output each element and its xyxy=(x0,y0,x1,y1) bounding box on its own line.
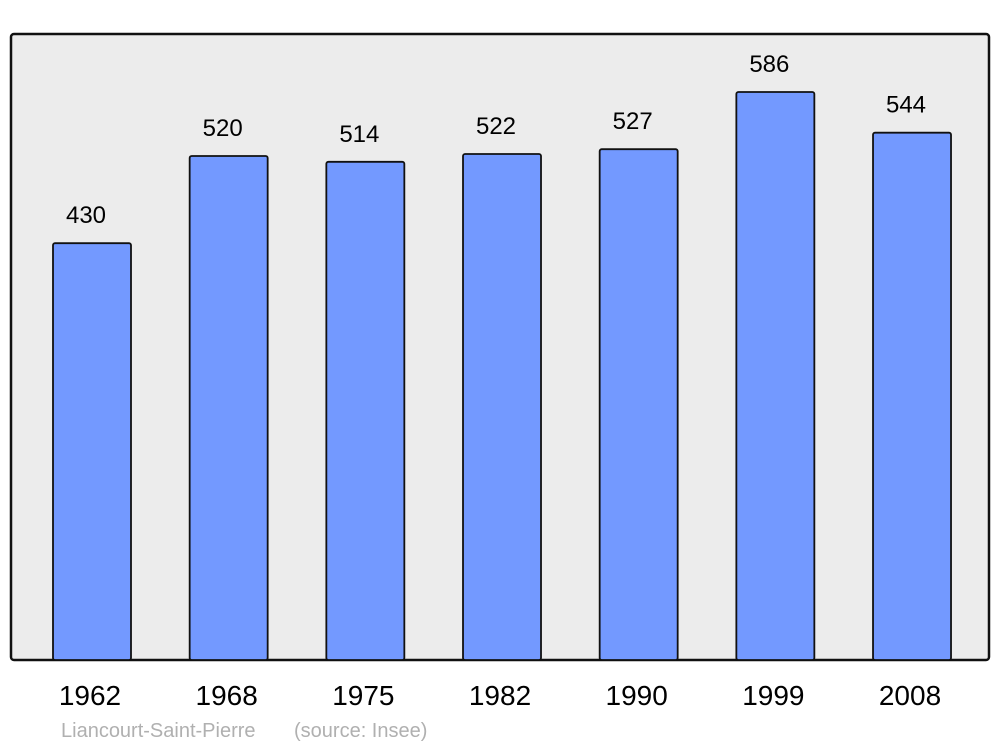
x-tick-label-1968: 1968 xyxy=(196,680,258,711)
data-label-1968: 520 xyxy=(203,115,243,142)
bar-1990 xyxy=(598,148,679,661)
data-label-1975: 514 xyxy=(339,121,379,148)
data-label-1982: 522 xyxy=(476,113,516,140)
bar-1968 xyxy=(188,155,269,661)
bar-1999 xyxy=(735,91,816,661)
bar-1982 xyxy=(462,153,542,661)
data-label-1999: 586 xyxy=(749,51,789,78)
source-caption: (source: Insee) xyxy=(294,720,427,742)
bar-1975 xyxy=(325,160,406,661)
x-tick-label-1962: 1962 xyxy=(59,680,121,711)
data-label-2008: 544 xyxy=(886,92,926,119)
x-tick-label-1975: 1975 xyxy=(332,680,394,711)
data-label-1962: 430 xyxy=(66,202,106,229)
x-tick-label-1982: 1982 xyxy=(469,680,531,711)
x-tick-label-1990: 1990 xyxy=(606,680,668,711)
x-tick-label-1999: 1999 xyxy=(742,680,804,711)
place-caption: Liancourt-Saint-Pierre xyxy=(61,720,256,742)
data-label-1990: 527 xyxy=(613,108,653,135)
bar-1962 xyxy=(52,242,132,661)
bar-2008 xyxy=(872,131,952,661)
x-tick-label-2008: 2008 xyxy=(879,680,941,711)
